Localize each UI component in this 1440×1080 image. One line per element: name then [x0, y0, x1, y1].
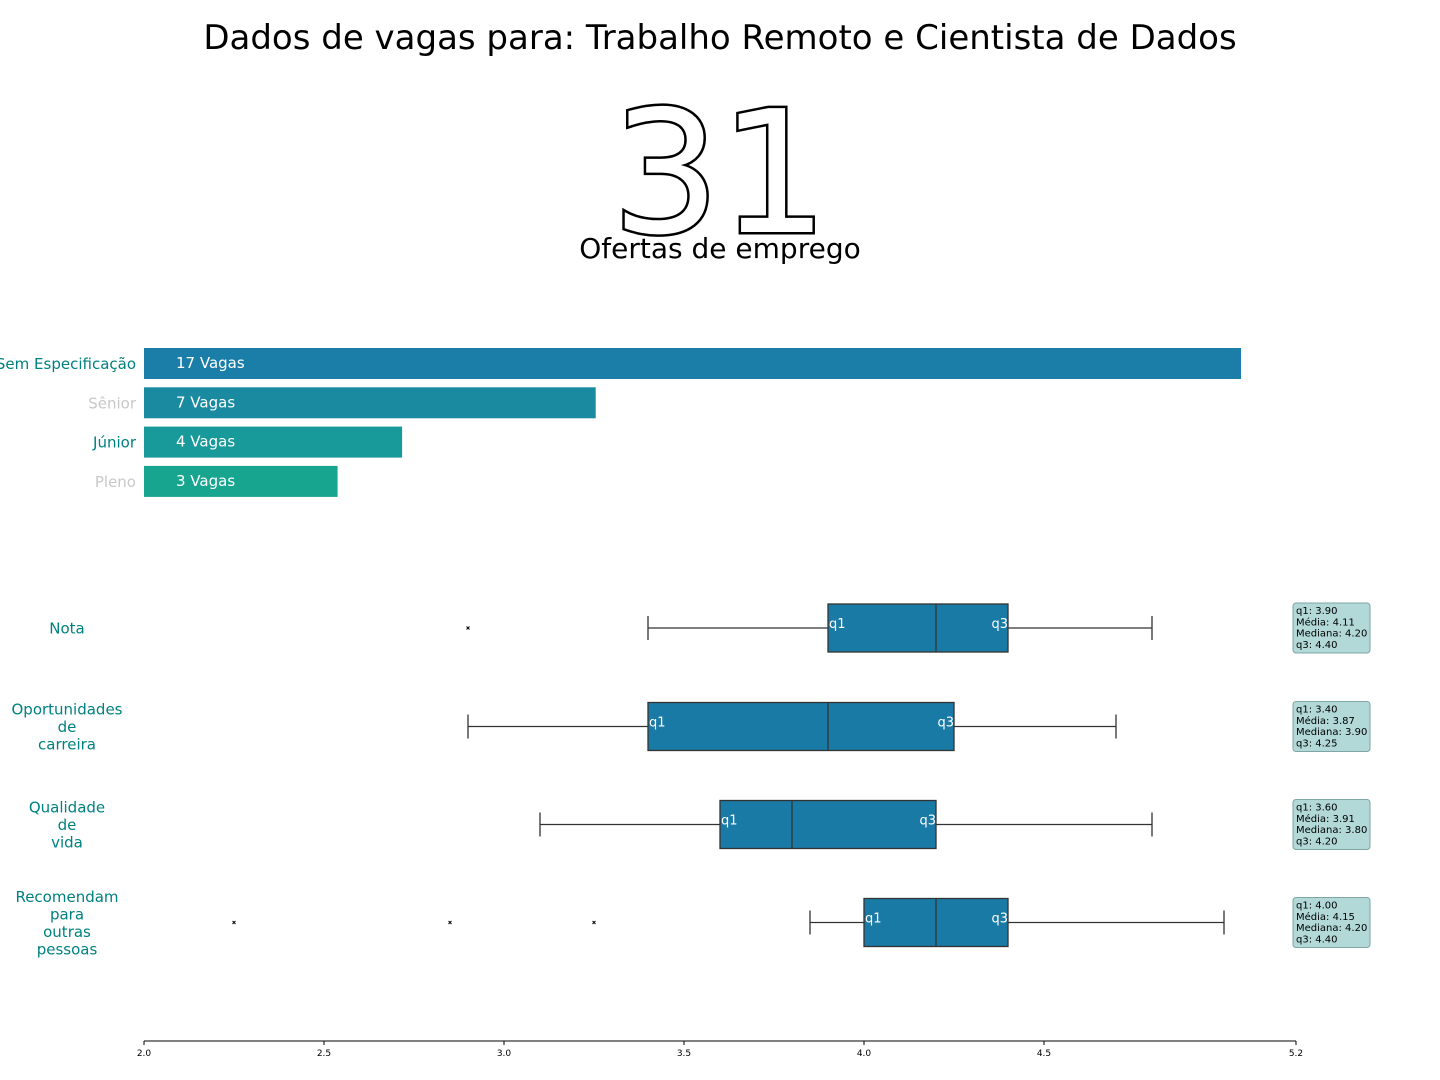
- outlier-point: [466, 626, 470, 630]
- stats-box: [1292, 701, 1371, 752]
- stats-line: q3: 4.25: [1296, 738, 1338, 749]
- seniority-bar-chart: Sem Especificação 17 Vagas Sênior 7 Vagas Jú…: [0, 348, 1241, 497]
- stats-line: Média: 3.91: [1296, 813, 1355, 825]
- q1-label: q1: [829, 617, 846, 632]
- x-tick-label: 4.0: [857, 1049, 872, 1059]
- bar-value-label: 3 Vagas: [176, 472, 235, 490]
- bar: [144, 465, 338, 497]
- boxplot-category-label: Oportunidades de carreira: [11, 701, 122, 754]
- bar-category-label: Sem Especificação: [0, 355, 136, 373]
- q3-label: q3: [991, 617, 1008, 632]
- stats-line: q3: 4.20: [1296, 836, 1338, 847]
- q1-label: q1: [865, 912, 882, 927]
- stats-line: Mediana: 3.90: [1296, 727, 1367, 738]
- q3-label: q3: [919, 814, 936, 829]
- stats-box: [1292, 799, 1371, 850]
- bar-category-label: Sênior: [88, 394, 137, 412]
- stats-line: q1: 3.90: [1296, 606, 1338, 617]
- kpi-label: Ofertas de emprego: [579, 232, 860, 265]
- box-iqr: [647, 701, 955, 752]
- outlier-point: [592, 920, 596, 925]
- stats-box: [1292, 897, 1371, 948]
- x-tick-label: 4.5: [1037, 1049, 1051, 1059]
- x-tick-label: 3.5: [677, 1049, 691, 1059]
- bar: [144, 426, 403, 458]
- stats-line: q1: 4.00: [1296, 901, 1338, 912]
- q1-label: q1: [721, 814, 738, 829]
- stats-line: q3: 4.40: [1296, 640, 1338, 651]
- stats-line: q1: 3.60: [1296, 803, 1338, 814]
- bar-value-label: 7 Vagas: [176, 393, 235, 411]
- stats-box: [1292, 602, 1371, 654]
- stats-line: Média: 4.15: [1296, 911, 1355, 923]
- bar: [144, 348, 1241, 379]
- stats-line: q1: 3.40: [1296, 705, 1338, 716]
- outlier-point: [448, 920, 452, 925]
- q1-label: q1: [649, 716, 666, 731]
- boxplot-category-label: Nota: [49, 620, 84, 638]
- bar: [144, 387, 596, 419]
- stats-line: Média: 4.11: [1296, 616, 1355, 628]
- q3-label: q3: [991, 912, 1008, 927]
- bar-value-label: 17 Vagas: [176, 354, 245, 372]
- x-tick-label: 2.0: [137, 1049, 152, 1059]
- q3-label: q3: [937, 716, 954, 731]
- bar-category-label: Júnior: [92, 434, 137, 452]
- x-tick-label: 3.0: [497, 1049, 512, 1059]
- stats-line: Média: 3.87: [1296, 715, 1355, 727]
- box-iqr: [719, 799, 937, 850]
- stats-line: Mediana: 4.20: [1296, 629, 1367, 640]
- kpi-value: 31: [612, 75, 828, 273]
- boxplot-category-label: Qualidade de vida: [29, 799, 105, 852]
- boxplot-category-label: Recomendam para outras pessoas: [15, 888, 118, 959]
- bar-category-label: Pleno: [95, 473, 136, 491]
- box-iqr: [827, 603, 1009, 653]
- x-tick-label: 2.5: [317, 1049, 331, 1059]
- x-tick-label: 5.2: [1289, 1049, 1303, 1059]
- stats-line: q3: 4.40: [1296, 934, 1338, 945]
- stats-line: Mediana: 4.20: [1296, 923, 1367, 934]
- figure-title: Dados de vagas para: Trabalho Remoto e C…: [203, 18, 1236, 58]
- stats-line: Mediana: 3.80: [1296, 825, 1367, 836]
- bar-value-label: 4 Vagas: [176, 433, 235, 451]
- outlier-point: [232, 920, 236, 925]
